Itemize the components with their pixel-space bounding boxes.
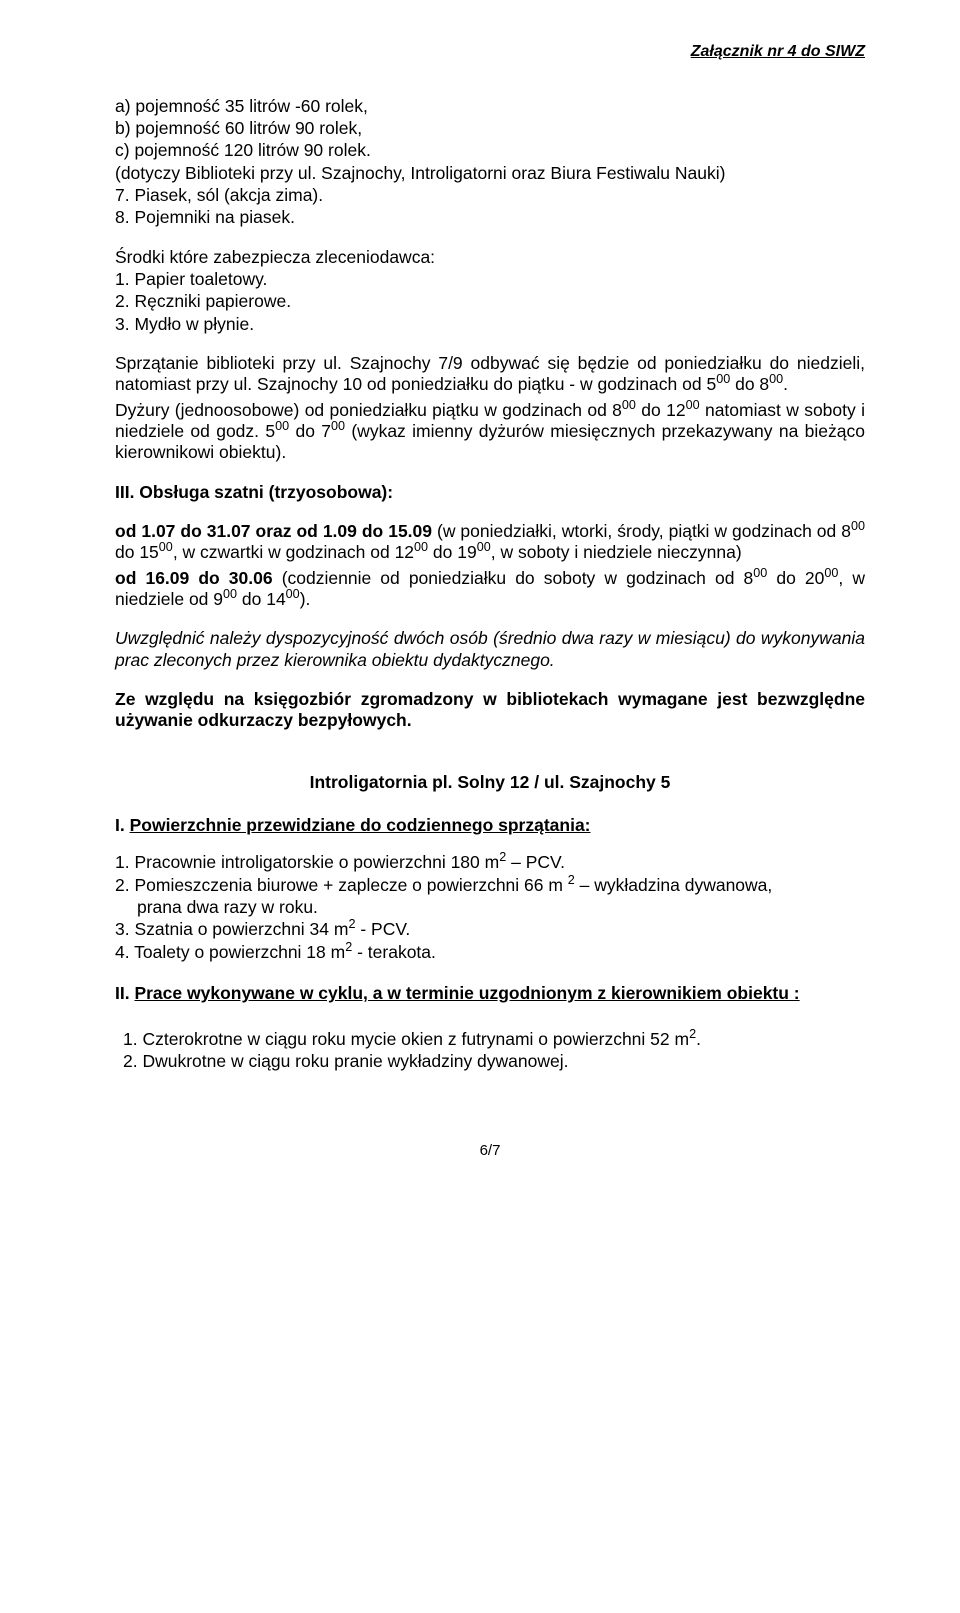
t: , w czwartki w godzinach od 12 xyxy=(173,542,414,562)
page-footer: 6/7 xyxy=(115,1142,865,1160)
italic-note: Uwzględnić należy dyspozycyjność dwóch o… xyxy=(115,628,865,671)
t: , w soboty i niedziele nieczynna) xyxy=(491,542,742,562)
secI-head: I. Powierzchnie przewidziane do codzienn… xyxy=(115,815,865,836)
header-attachment: Załącznik nr 4 do SIWZ xyxy=(115,42,865,62)
t: 3. Szatnia o powierzchni 34 m xyxy=(115,919,348,939)
t: ). xyxy=(300,589,311,609)
sup: 00 xyxy=(686,398,700,412)
cap-a: a) pojemność 35 litrów -60 rolek, xyxy=(115,96,865,117)
t: do 14 xyxy=(237,589,286,609)
t: do 19 xyxy=(428,542,477,562)
t: do 15 xyxy=(115,542,159,562)
t: (w poniedziałki, wtorki, środy, piątki w… xyxy=(432,521,851,541)
sup: 00 xyxy=(753,566,767,580)
t: II. xyxy=(115,983,134,1003)
bold-note: Ze względu na księgozbiór zgromadzony w … xyxy=(115,689,865,732)
sup: 00 xyxy=(769,372,783,386)
page: Załącznik nr 4 do SIWZ a) pojemność 35 l… xyxy=(0,0,960,1221)
secI-list: 1. Pracownie introligatorskie o powierzc… xyxy=(115,852,865,963)
cap-b: b) pojemność 60 litrów 90 rolek, xyxy=(115,118,865,139)
sup: 00 xyxy=(622,398,636,412)
secII-1: 1. Czterokrotne w ciągu roku mycie okien… xyxy=(115,1029,865,1050)
secI-4: 4. Toalety o powierzchni 18 m2 - terakot… xyxy=(115,942,865,963)
t: . xyxy=(696,1029,701,1049)
t: 1. Czterokrotne w ciągu roku mycie okien… xyxy=(123,1029,689,1049)
sec3-p1: od 1.07 do 31.07 oraz od 1.09 do 15.09 (… xyxy=(115,521,865,564)
cap-c: c) pojemność 120 litrów 90 rolek. xyxy=(115,140,865,161)
sup: 00 xyxy=(716,372,730,386)
t: Prace wykonywane w cyklu, a w terminie u… xyxy=(134,983,799,1003)
t: 1. Pracownie introligatorskie o powierzc… xyxy=(115,852,499,872)
t: Powierzchnie przewidziane do codziennego… xyxy=(130,815,591,835)
t: . xyxy=(783,374,788,394)
t: Dyżury (jednoosobowe) od poniedziałku pi… xyxy=(115,400,622,420)
secII-head: II. Prace wykonywane w cyklu, a w termin… xyxy=(115,983,865,1004)
item-7: 7. Piasek, sól (akcja zima). xyxy=(115,185,865,206)
sprzatanie-p2: Dyżury (jednoosobowe) od poniedziałku pi… xyxy=(115,400,865,464)
secI-1: 1. Pracownie introligatorskie o powierzc… xyxy=(115,852,865,873)
sup: 00 xyxy=(223,587,237,601)
t: - terakota. xyxy=(352,942,436,962)
t: do 12 xyxy=(636,400,686,420)
t: 2. Pomieszczenia biurowe + zaplecze o po… xyxy=(115,875,568,895)
secI-2: 2. Pomieszczenia biurowe + zaplecze o po… xyxy=(115,875,865,896)
item-8: 8. Pojemniki na piasek. xyxy=(115,207,865,228)
t: do 20 xyxy=(767,568,824,588)
sup: 00 xyxy=(477,541,491,555)
t: - PCV. xyxy=(355,919,410,939)
srodki-1: 1. Papier toaletowy. xyxy=(115,269,865,290)
sup: 00 xyxy=(414,541,428,555)
sprzatanie-p1: Sprzątanie biblioteki przy ul. Szajnochy… xyxy=(115,353,865,396)
sprzatanie-block: Sprzątanie biblioteki przy ul. Szajnochy… xyxy=(115,353,865,464)
secII-list: 1. Czterokrotne w ciągu roku mycie okien… xyxy=(115,1029,865,1073)
t: od 1.07 do 31.07 oraz od 1.09 do 15.09 xyxy=(115,521,432,541)
t: – wykładzina dywanowa, xyxy=(575,875,772,895)
srodki-2: 2. Ręczniki papierowe. xyxy=(115,291,865,312)
srodki-3: 3. Mydło w płynie. xyxy=(115,314,865,335)
t: – PCV. xyxy=(506,852,565,872)
secI-3: 3. Szatnia o powierzchni 34 m2 - PCV. xyxy=(115,919,865,940)
sup: 2 xyxy=(568,873,575,887)
sup: 00 xyxy=(275,419,289,433)
srodki-block: Środki które zabezpiecza zleceniodawca: … xyxy=(115,247,865,335)
t: (codziennie od poniedziałku do soboty w … xyxy=(273,568,754,588)
srodki-head: Środki które zabezpiecza zleceniodawca: xyxy=(115,247,865,268)
sec3-head: III. Obsługa szatni (trzyosobowa): xyxy=(115,482,865,503)
section-title: Introligatornia pl. Solny 12 / ul. Szajn… xyxy=(115,772,865,793)
t: I. xyxy=(115,815,130,835)
sup: 00 xyxy=(824,566,838,580)
cap-note: (dotyczy Biblioteki przy ul. Szajnochy, … xyxy=(115,163,865,184)
sec3-p2: od 16.09 do 30.06 (codziennie od poniedz… xyxy=(115,568,865,611)
sup: 00 xyxy=(286,587,300,601)
secI-2b: prana dwa razy w roku. xyxy=(115,897,865,918)
capacity-block: a) pojemność 35 litrów -60 rolek, b) poj… xyxy=(115,96,865,229)
sup: 00 xyxy=(331,419,345,433)
secII-2: 2. Dwukrotne w ciągu roku pranie wykładz… xyxy=(115,1051,865,1072)
t: do 8 xyxy=(730,374,769,394)
t: od 16.09 do 30.06 xyxy=(115,568,273,588)
sup: 00 xyxy=(851,519,865,533)
t: 4. Toalety o powierzchni 18 m xyxy=(115,942,345,962)
sec3-body: od 1.07 do 31.07 oraz od 1.09 do 15.09 (… xyxy=(115,521,865,610)
t: do 7 xyxy=(289,421,331,441)
sup: 00 xyxy=(159,541,173,555)
